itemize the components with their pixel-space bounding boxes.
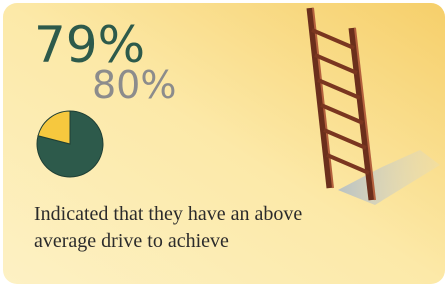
caption-line: average drive to achieve: [34, 230, 229, 252]
caption-line: Indicated that they have an above: [34, 203, 302, 225]
infographic: 79% 80% Indicated that they have an abov…: [0, 0, 448, 287]
pie-chart: [37, 111, 103, 177]
comparison-value: 80%: [92, 63, 176, 107]
